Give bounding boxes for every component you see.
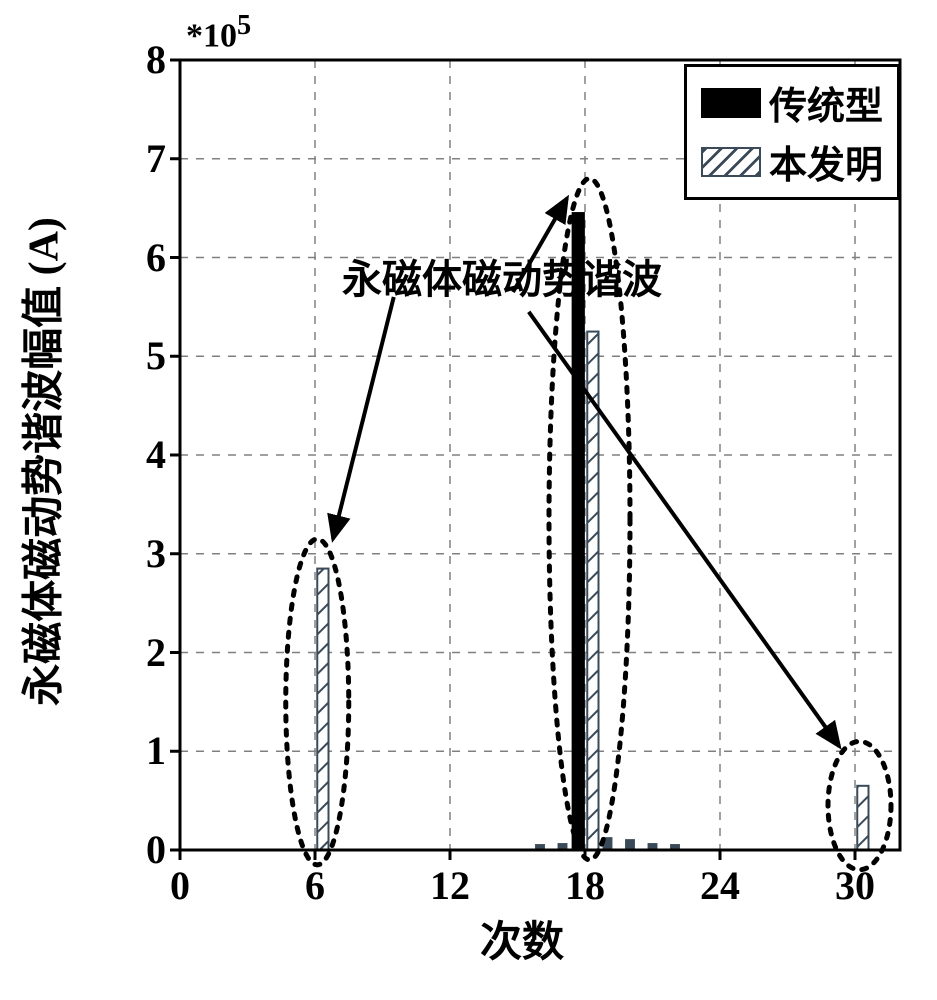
legend: 传统型本发明	[684, 64, 900, 200]
y-axis-label: 永磁体磁动势谐波幅值 (A)	[10, 202, 71, 722]
y-tick-label: 5	[116, 332, 166, 379]
x-tick-label: 6	[285, 862, 345, 909]
x-tick-label: 18	[555, 862, 615, 909]
y-tick-label: 4	[116, 431, 166, 478]
x-axis-label: 次数	[480, 908, 564, 969]
legend-swatch	[701, 147, 761, 177]
legend-item: 传统型	[701, 75, 883, 130]
x-tick-label: 24	[690, 862, 750, 909]
chart-container: *105 永磁体磁动势谐波幅值 (A) 次数 永磁体磁动势谐波 传统型本发明 0…	[0, 0, 937, 1000]
y-tick-label: 2	[116, 629, 166, 676]
x-tick-label: 12	[420, 862, 480, 909]
legend-item: 本发明	[701, 134, 883, 189]
annotation-text: 永磁体磁动势谐波	[342, 247, 662, 305]
y-tick-label: 6	[116, 234, 166, 281]
y-tick-label: 7	[116, 135, 166, 182]
y-tick-label: 8	[116, 36, 166, 83]
legend-label: 本发明	[769, 134, 883, 189]
y-tick-label: 0	[116, 826, 166, 873]
y-exponent-prefix: *10	[186, 17, 237, 54]
y-exponent-sup: 5	[237, 10, 251, 41]
legend-label: 传统型	[769, 75, 883, 130]
y-tick-label: 3	[116, 530, 166, 577]
x-tick-label: 30	[825, 862, 885, 909]
legend-swatch	[701, 88, 761, 118]
y-tick-label: 1	[116, 727, 166, 774]
y-exponent-label: *105	[186, 10, 251, 55]
